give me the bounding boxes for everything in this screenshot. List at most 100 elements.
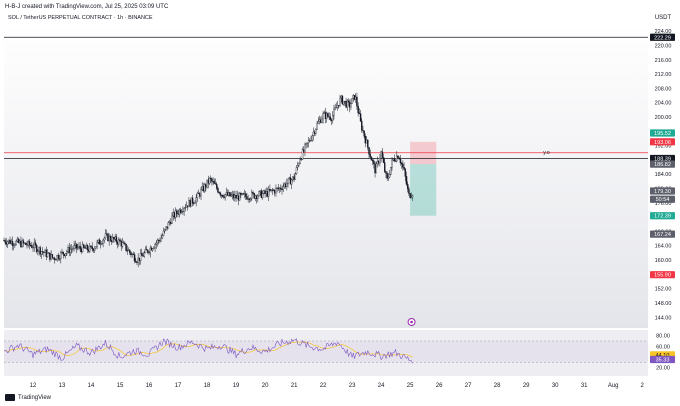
candle-body [170,221,172,224]
candle-body [403,167,405,170]
candle-body [136,262,138,263]
candle-body [402,163,404,168]
price-label-text: 222.29 [654,35,671,41]
candle-body [230,195,232,197]
candle-body [56,255,58,260]
candle-body [224,194,226,198]
candle-body [267,188,270,197]
candle-body [246,196,248,200]
candle-body [225,192,228,195]
candle-body [177,213,179,215]
candle-body [219,192,222,196]
candle-body [9,239,11,244]
candle-body [258,191,260,197]
x-tick-label: 25 [407,383,414,389]
candle-body [338,105,340,107]
candle-body [78,245,80,248]
y-tick-label: 212.00 [655,72,672,78]
candle-body [22,240,25,244]
candle-body [109,236,112,241]
rsi-label-text: 35.33 [656,357,670,363]
candle-body [141,253,143,256]
candle-body [296,164,299,168]
candle-body [371,160,374,162]
candle-body [73,245,75,249]
candle-body [332,115,334,121]
candle-body [16,238,19,242]
candle-body [180,211,183,213]
candle-body [89,245,91,252]
candle-body [400,162,403,165]
candle-body [27,241,29,246]
candle-body [311,135,313,141]
candle-body [161,235,164,239]
candle-body [124,242,126,245]
candle-body [26,244,28,246]
candle-body [304,144,306,152]
candle-body [216,183,218,189]
candle-body [162,230,165,236]
candle-body [380,151,382,159]
candle-body [8,239,10,242]
candle-body [305,143,307,146]
candle-body [399,159,402,164]
y-tick-label: 176.00 [655,201,672,207]
candle-body [385,171,387,174]
x-tick-label: 23 [349,383,356,389]
candle-body [25,242,27,245]
candle-body [50,254,52,260]
x-tick-label: 26 [436,383,443,389]
candle-body [150,247,153,251]
candle-body [254,195,257,199]
candle-body [197,192,200,194]
candle-body [83,244,85,248]
candle-body [43,251,45,253]
candle-body [276,187,278,189]
candle-body [404,168,407,177]
candle-body [353,95,356,100]
candle-body [280,187,282,190]
candle-body [168,221,171,223]
candle-body [317,121,319,124]
candle-body [252,192,254,194]
candle-body [266,191,269,197]
candle-body [356,96,358,107]
candle-body [362,129,364,132]
candle-body [300,158,303,160]
y-tick-label: 200.00 [655,115,672,121]
x-tick-label: 12 [30,383,37,389]
candle-body [321,118,323,123]
candle-body [41,251,44,253]
candle-body [335,107,338,109]
candle-body [368,147,370,155]
candle-body [40,251,43,255]
candle-body [10,241,12,244]
candle-body [194,202,196,204]
candle-body [12,244,15,246]
price-label-text: 179.30 [654,189,671,195]
candle-body [342,101,345,105]
candle-body [116,241,119,245]
price-label-text: 155.90 [654,273,671,279]
candle-body [376,160,379,165]
candle-body [345,100,347,108]
candle-body [231,194,234,196]
candle-body [29,244,32,246]
candle-body [392,158,394,161]
candle-body [377,160,380,164]
candle-body [384,162,386,172]
candle-body [138,257,141,262]
candle-body [247,198,249,200]
candle-body [202,186,205,192]
candle-body [28,241,31,246]
price-label-text: 195.52 [654,131,671,137]
position-target-zone[interactable] [410,164,437,216]
candle-body [339,97,341,107]
candle-body [114,236,116,240]
candle-body [149,247,151,253]
candle-body [205,184,207,188]
candle-body [119,239,121,242]
candle-body [374,163,376,174]
candle-body [101,243,103,245]
